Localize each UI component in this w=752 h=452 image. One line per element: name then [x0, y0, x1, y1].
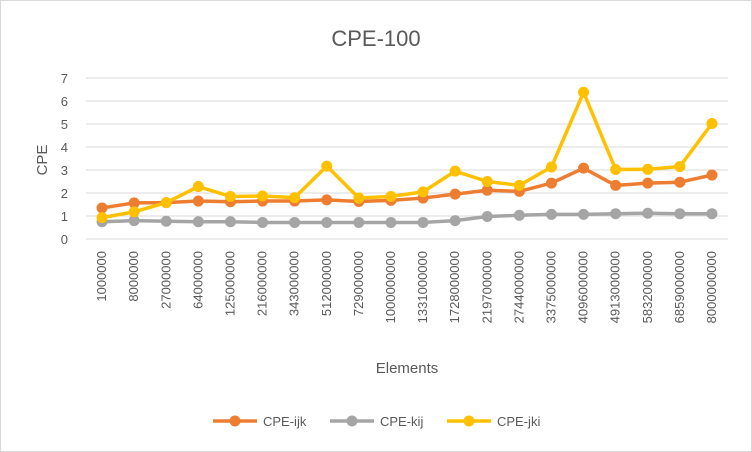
- x-tick-label: 6859000000: [672, 251, 687, 323]
- data-point-cpe-kij: [578, 208, 590, 220]
- x-tick-label: 216000000: [255, 251, 270, 316]
- y-tick-label: 1: [61, 209, 68, 224]
- data-point-cpe-jki: [545, 161, 557, 173]
- data-point-cpe-ijk: [642, 177, 654, 189]
- data-point-cpe-kij: [481, 210, 493, 222]
- x-tick-label: 1000000: [94, 251, 109, 302]
- data-point-cpe-kij: [224, 216, 236, 228]
- y-tick-label: 3: [61, 163, 68, 178]
- legend-label: CPE-jki: [497, 414, 540, 429]
- data-point-cpe-kij: [610, 208, 622, 220]
- data-point-cpe-kij: [353, 216, 365, 228]
- data-point-cpe-jki: [353, 192, 365, 204]
- data-point-cpe-ijk: [96, 202, 108, 214]
- x-tick-label: 8000000000: [704, 251, 719, 323]
- x-tick-label: 512000000: [319, 251, 334, 316]
- data-point-cpe-kij: [289, 216, 301, 228]
- data-point-cpe-jki: [674, 161, 686, 173]
- legend-swatch-marker: [463, 415, 475, 427]
- x-tick-label: 64000000: [190, 251, 205, 309]
- data-point-cpe-jki: [128, 206, 140, 218]
- data-point-cpe-kij: [321, 216, 333, 228]
- data-point-cpe-ijk: [610, 179, 622, 191]
- series-group: [96, 86, 718, 228]
- data-point-cpe-kij: [513, 209, 525, 221]
- x-tick-label: 729000000: [351, 251, 366, 316]
- legend-swatch-marker: [346, 415, 358, 427]
- data-point-cpe-kij: [449, 215, 461, 227]
- data-point-cpe-jki: [289, 192, 301, 204]
- data-point-cpe-jki: [642, 163, 654, 175]
- x-tick-label: 343000000: [287, 251, 302, 316]
- data-point-cpe-kij: [642, 207, 654, 219]
- data-point-cpe-jki: [481, 176, 493, 187]
- legend: CPE-ijk CPE-kij CPE-jki: [213, 414, 540, 429]
- data-point-cpe-kij: [160, 215, 172, 227]
- data-point-cpe-jki: [449, 165, 461, 177]
- data-point-cpe-kij: [128, 215, 140, 227]
- x-tick-label: 125000000: [222, 251, 237, 316]
- chart-title: CPE-100: [331, 26, 420, 51]
- data-point-cpe-ijk: [192, 195, 204, 207]
- data-point-cpe-kij: [674, 208, 686, 220]
- x-axis-label: Elements: [376, 360, 439, 377]
- x-tick-label: 1331000000: [415, 251, 430, 323]
- x-tick-label: 1728000000: [447, 251, 462, 323]
- data-point-cpe-jki: [257, 190, 269, 202]
- data-point-cpe-jki: [706, 118, 718, 130]
- data-point-cpe-kij: [545, 208, 557, 220]
- y-axis-ticks: 0 1 2 3 4 5 6 7: [61, 71, 68, 247]
- data-point-cpe-kij: [192, 216, 204, 228]
- data-point-cpe-jki: [96, 212, 108, 224]
- x-tick-label: 27000000: [158, 251, 173, 309]
- data-point-cpe-jki: [513, 179, 525, 191]
- x-tick-label: 5832000000: [640, 251, 655, 323]
- legend-swatch-marker: [229, 415, 241, 427]
- data-point-cpe-jki: [192, 181, 204, 193]
- legend-label: CPE-ijk: [263, 414, 307, 429]
- data-point-cpe-kij: [257, 216, 269, 228]
- y-axis-label: CPE: [34, 145, 51, 176]
- data-point-cpe-jki: [160, 197, 172, 209]
- data-point-cpe-ijk: [578, 162, 590, 174]
- data-point-cpe-ijk: [449, 188, 461, 200]
- y-tick-label: 4: [61, 140, 68, 155]
- data-point-cpe-kij: [706, 208, 718, 220]
- data-point-cpe-jki: [610, 164, 622, 176]
- data-point-cpe-kij: [417, 216, 429, 228]
- data-point-cpe-ijk: [545, 177, 557, 189]
- data-point-cpe-jki: [224, 190, 236, 202]
- x-tick-label: 1000000000: [383, 251, 398, 323]
- data-point-cpe-jki: [417, 186, 429, 198]
- data-point-cpe-ijk: [321, 194, 333, 206]
- x-tick-label: 2197000000: [479, 251, 494, 323]
- y-tick-label: 0: [61, 232, 68, 247]
- y-tick-label: 6: [61, 94, 68, 109]
- data-point-cpe-kij: [385, 216, 397, 228]
- series-line-cpe-jki: [101, 90, 714, 220]
- data-point-cpe-ijk: [481, 184, 493, 196]
- data-point-cpe-jki: [385, 190, 397, 202]
- data-point-cpe-ijk: [128, 197, 140, 209]
- legend-label: CPE-kij: [380, 414, 423, 429]
- y-tick-label: 2: [61, 186, 68, 201]
- y-tick-label: 7: [61, 71, 68, 86]
- x-tick-label: 8000000: [126, 251, 141, 302]
- x-tick-label: 4913000000: [608, 251, 623, 323]
- x-tick-label: 4096000000: [576, 251, 591, 323]
- x-tick-label: 2744000000: [511, 251, 526, 323]
- x-axis-ticks: 1000000 8000000 27000000 64000000 125000000 2…: [94, 251, 719, 323]
- data-point-cpe-ijk: [706, 169, 718, 181]
- data-point-cpe-jki: [578, 86, 590, 98]
- data-point-cpe-jki: [321, 160, 333, 172]
- data-point-cpe-ijk: [674, 176, 686, 188]
- x-tick-label: 3375000000: [543, 251, 558, 323]
- gridlines: [86, 77, 728, 240]
- y-tick-label: 5: [61, 117, 68, 132]
